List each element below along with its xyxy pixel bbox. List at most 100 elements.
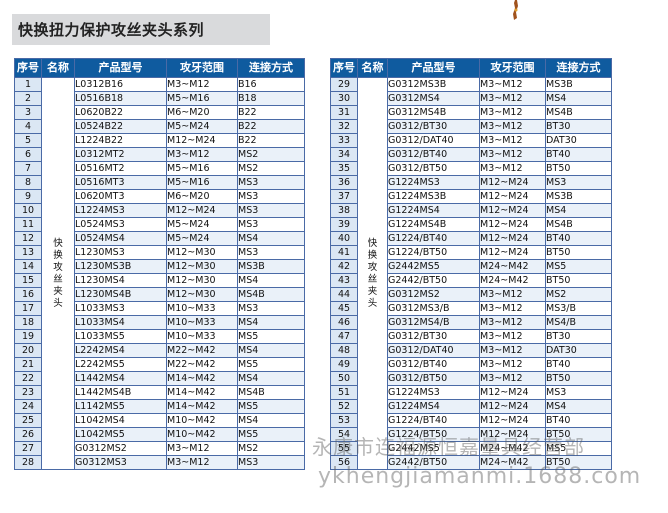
model-cell: L2242MS5: [74, 357, 167, 372]
range-cell: M12~M24: [479, 245, 546, 260]
range-cell: M3~M12: [479, 147, 546, 162]
connection-cell: MS3: [237, 455, 305, 470]
row-index: 27: [14, 441, 42, 456]
product-name-char: 头: [367, 297, 378, 309]
table-row: 54 G1224/BT50 M12~M24 BT50: [330, 427, 612, 442]
row-index: 17: [14, 301, 42, 316]
range-cell: M3~M12: [166, 455, 238, 470]
model-cell: L0524MS4: [74, 231, 167, 246]
row-index: 12: [14, 231, 42, 246]
model-cell: L1042MS4: [74, 413, 167, 428]
table-body: 29 快换攻丝夹头 G0312MS3B M3~M12 MS3B 30 G0312MS4 M3~…: [330, 77, 612, 470]
table-row: 29 快换攻丝夹头 G0312MS3B M3~M12 MS3B: [330, 77, 612, 470]
connection-cell: BT50: [545, 455, 612, 470]
range-cell: M12~M24: [479, 413, 546, 428]
connection-cell: MS4: [237, 343, 305, 358]
row-index: 49: [330, 357, 358, 372]
connection-cell: MS3B: [237, 259, 305, 274]
table-row: 25 L1042MS4 M10~M42 MS4: [14, 413, 305, 428]
decorative-ornament: [513, 0, 518, 20]
connection-cell: B16: [237, 77, 305, 92]
table-row: 26 L1042MS5 M10~M42 MS5: [14, 427, 305, 442]
range-cell: M3~M12: [479, 301, 546, 316]
header-model: 产品型号: [387, 58, 480, 78]
model-cell: L2242MS4: [74, 343, 167, 358]
range-cell: M3~M12: [479, 161, 546, 176]
product-name-char: 快: [53, 237, 63, 249]
model-cell: L1033MS4: [74, 315, 167, 330]
row-index: 53: [330, 413, 358, 428]
row-index: 54: [330, 427, 358, 442]
range-cell: M12~M24: [479, 231, 546, 246]
model-cell: L0312B16: [74, 77, 167, 92]
range-cell: M3~M12: [479, 133, 546, 148]
watermark-shop-name: 永康市连福源恒嘉量具经营部: [312, 435, 585, 459]
row-index: 11: [14, 217, 42, 232]
table-row: 38 G1224MS4 M12~M24 MS4: [330, 203, 612, 218]
model-cell: G0312/DAT40: [387, 133, 480, 148]
connection-cell: MS3: [237, 175, 305, 190]
row-index: 18: [14, 315, 42, 330]
model-cell: G0312/BT30: [387, 119, 480, 134]
row-index: 6: [14, 147, 42, 162]
connection-cell: BT50: [545, 273, 612, 288]
row-index: 50: [330, 371, 358, 386]
model-cell: G1224MS3B: [387, 189, 480, 204]
table-body: 1 快换攻丝夹头 L0312B16 M3~M12 B16 2 L0516B18 M5~M16 B…: [14, 77, 305, 470]
connection-cell: MS4: [545, 399, 612, 414]
model-cell: G0312/DAT40: [387, 343, 480, 358]
row-index: 9: [14, 189, 42, 204]
range-cell: M10~M33: [166, 301, 238, 316]
row-index: 25: [14, 413, 42, 428]
row-index: 34: [330, 147, 358, 162]
range-cell: M14~M42: [166, 371, 238, 386]
table-row: 41 G1224/BT50 M12~M24 BT50: [330, 245, 612, 260]
product-table-right: 序号 名称 产品型号 攻牙范围 连接方式 29 快换攻丝夹头 G0312MS3B M3…: [330, 58, 612, 470]
connection-cell: MS3: [237, 189, 305, 204]
row-index: 24: [14, 399, 42, 414]
connection-cell: MS3: [545, 175, 612, 190]
range-cell: M3~M12: [479, 343, 546, 358]
row-index: 45: [330, 301, 358, 316]
row-index: 19: [14, 329, 42, 344]
range-cell: M5~M24: [166, 231, 238, 246]
header-name: 名称: [41, 58, 75, 78]
row-index: 10: [14, 203, 42, 218]
table-row: 46 G0312MS4/B M3~M12 MS4/B: [330, 315, 612, 330]
model-cell: G1224MS4B: [387, 217, 480, 232]
connection-cell: MS4: [545, 91, 612, 106]
table-row: 7 L0516MT2 M5~M16 MS2: [14, 161, 305, 176]
table-row: 49 G0312/BT40 M3~M12 BT40: [330, 357, 612, 372]
page-title: 快换扭力保护攻丝夹头系列: [18, 21, 205, 39]
product-name-char: 攻: [367, 261, 378, 273]
row-index: 32: [330, 119, 358, 134]
connection-cell: BT30: [545, 119, 612, 134]
model-cell: L1230MS4: [74, 273, 167, 288]
row-index: 30: [330, 91, 358, 106]
table-row: 35 G0312/BT50 M3~M12 BT50: [330, 161, 612, 176]
range-cell: M14~M42: [166, 399, 238, 414]
header-connection: 连接方式: [545, 58, 612, 78]
model-cell: G0312/BT50: [387, 161, 480, 176]
product-name-char: 头: [53, 297, 63, 309]
connection-cell: MS3: [237, 245, 305, 260]
model-cell: L0524MS3: [74, 217, 167, 232]
table-row: 30 G0312MS4 M3~M12 MS4: [330, 91, 612, 106]
product-name-char: 换: [53, 249, 63, 261]
row-index: 33: [330, 133, 358, 148]
row-index: 14: [14, 259, 42, 274]
header-name: 名称: [357, 58, 388, 78]
range-cell: M10~M42: [166, 427, 238, 442]
range-cell: M10~M42: [166, 413, 238, 428]
product-name-char: 丝: [367, 273, 378, 285]
range-cell: M3~M12: [166, 147, 238, 162]
range-cell: M5~M24: [166, 217, 238, 232]
range-cell: M5~M16: [166, 175, 238, 190]
table-row: 34 G0312/BT40 M3~M12 BT40: [330, 147, 612, 162]
row-index: 52: [330, 399, 358, 414]
row-index: 31: [330, 105, 358, 120]
connection-cell: MS3: [237, 301, 305, 316]
connection-cell: MS4B: [545, 105, 612, 120]
table-header-row: 序号 名称 产品型号 攻牙范围 连接方式: [14, 58, 305, 78]
connection-cell: MS3: [237, 217, 305, 232]
